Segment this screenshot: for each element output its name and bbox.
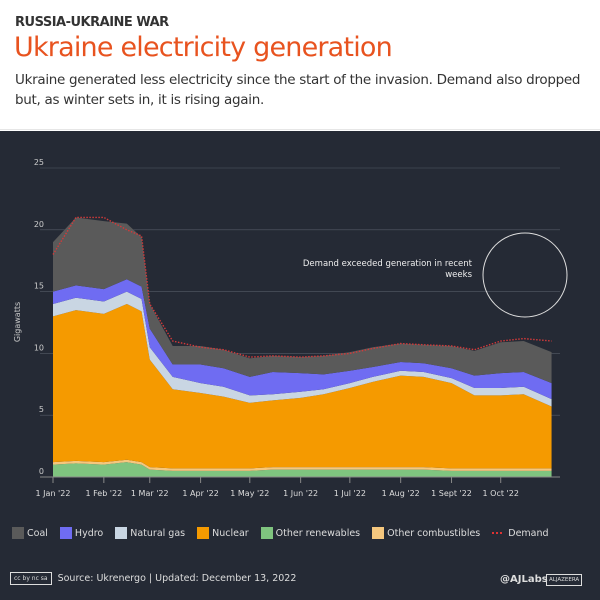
area-other-renewables: [53, 462, 552, 477]
y-axis-label: Gigawatts: [13, 302, 22, 342]
x-tick-label: 1 Apr '22: [182, 489, 218, 498]
legend-label: Other renewables: [275, 527, 361, 539]
area-coal: [53, 217, 552, 384]
legend-swatch: [492, 532, 503, 534]
header: RUSSIA-UKRAINE WAR Ukraine electricity g…: [0, 0, 600, 130]
x-tick-label: 1 Jul '22: [334, 489, 366, 498]
legend-item: Demand: [492, 527, 549, 539]
highlight-circle: [482, 232, 568, 318]
x-tick-label: 1 Feb '22: [85, 489, 122, 498]
legend-swatch: [59, 527, 72, 539]
y-tick-label: 0: [39, 467, 44, 476]
legend-item: Other renewables: [260, 527, 361, 539]
legend-item: Hydro: [59, 527, 104, 539]
y-tick-label: 15: [34, 282, 44, 291]
y-tick-label: 20: [34, 220, 44, 229]
legend-swatch: [115, 527, 128, 539]
legend-label: Coal: [27, 527, 48, 539]
aljazeera-logo: ALJAZEERA: [546, 574, 583, 586]
x-tick-label: 1 Aug '22: [382, 489, 420, 498]
legend-label: Demand: [508, 527, 549, 539]
x-tick-label: 1 Jun '22: [283, 489, 318, 498]
kicker: RUSSIA-UKRAINE WAR: [15, 15, 169, 30]
y-tick-label: 10: [34, 343, 44, 352]
legend-swatch: [260, 527, 273, 539]
subtitle: Ukraine generated less electricity since…: [15, 72, 581, 108]
legend-swatch: [372, 527, 385, 539]
legend-label: Hydro: [74, 527, 104, 539]
y-tick-label: 5: [39, 405, 44, 414]
legend-swatch: [12, 527, 24, 539]
legend-item: Nuclear: [197, 527, 249, 539]
legend-item: Coal: [12, 527, 48, 539]
x-tick-label: 1 Mar '22: [131, 489, 169, 498]
legend-label: Other combustibles: [387, 527, 481, 539]
annotation: Demand exceeded generation in recent wee…: [302, 259, 472, 280]
legend-item: Natural gas: [115, 527, 185, 539]
legend-label: Natural gas: [130, 527, 186, 539]
demand-line: [52, 216, 552, 358]
legend: Coal Hydro Natural gas Nuclear Other renewab…: [12, 527, 561, 539]
handle: @AJLabs: [500, 574, 548, 585]
legend-item: Other combustibles: [372, 527, 480, 539]
x-tick-label: 1 May '22: [230, 489, 269, 498]
page-title: Ukraine electricity generation: [14, 32, 393, 63]
x-tick-label: 1 Oct '22: [483, 489, 519, 498]
footer: cc by nc sa Source: Ukrenergo | Updated:…: [10, 572, 296, 585]
y-tick-label: 25: [34, 158, 44, 167]
legend-swatch: [197, 527, 210, 539]
x-tick-label: 1 Sept '22: [431, 489, 472, 498]
legend-label: Nuclear: [212, 527, 249, 539]
source-text: Source: Ukrenergo | Updated: December 13…: [57, 573, 297, 584]
area-nuclear: [53, 303, 552, 469]
area-hydro: [53, 279, 552, 400]
x-tick-label: 1 Jan '22: [36, 489, 71, 498]
area-other-combustibles: [53, 459, 552, 471]
cc-license-icon: cc by nc sa: [10, 572, 52, 585]
area-natural-gas: [53, 291, 552, 407]
